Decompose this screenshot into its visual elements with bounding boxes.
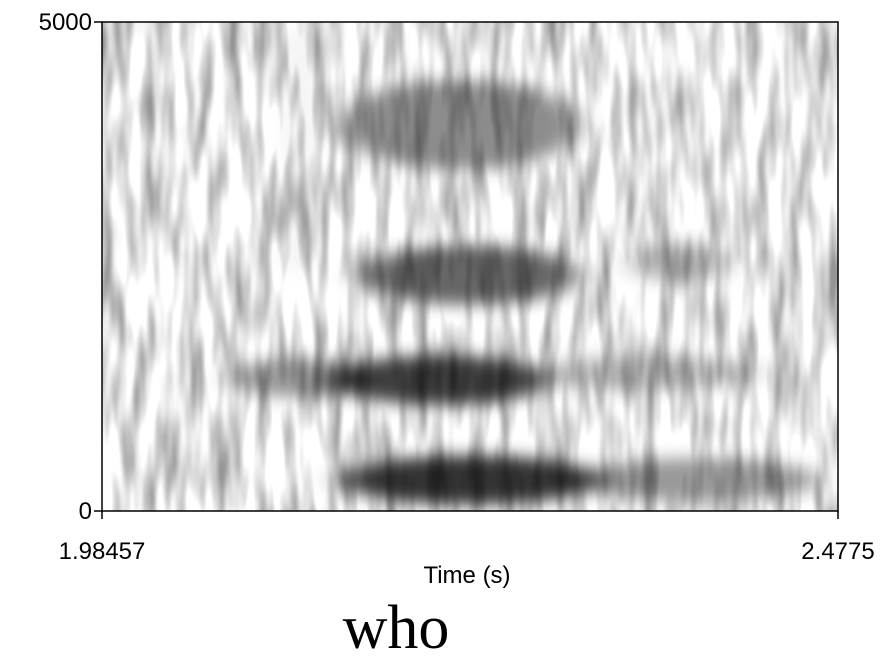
- caption: who: [343, 594, 450, 662]
- x-tick-label: 2.4775: [801, 538, 874, 565]
- plot-frame: [101, 21, 839, 512]
- y-tick-label: 0: [79, 498, 92, 525]
- x-axis-label: Time (s): [423, 562, 510, 589]
- y-tick-label: 5000: [39, 9, 92, 36]
- x-tick-label: 1.98457: [59, 538, 146, 565]
- spectrogram-image: [102, 22, 838, 511]
